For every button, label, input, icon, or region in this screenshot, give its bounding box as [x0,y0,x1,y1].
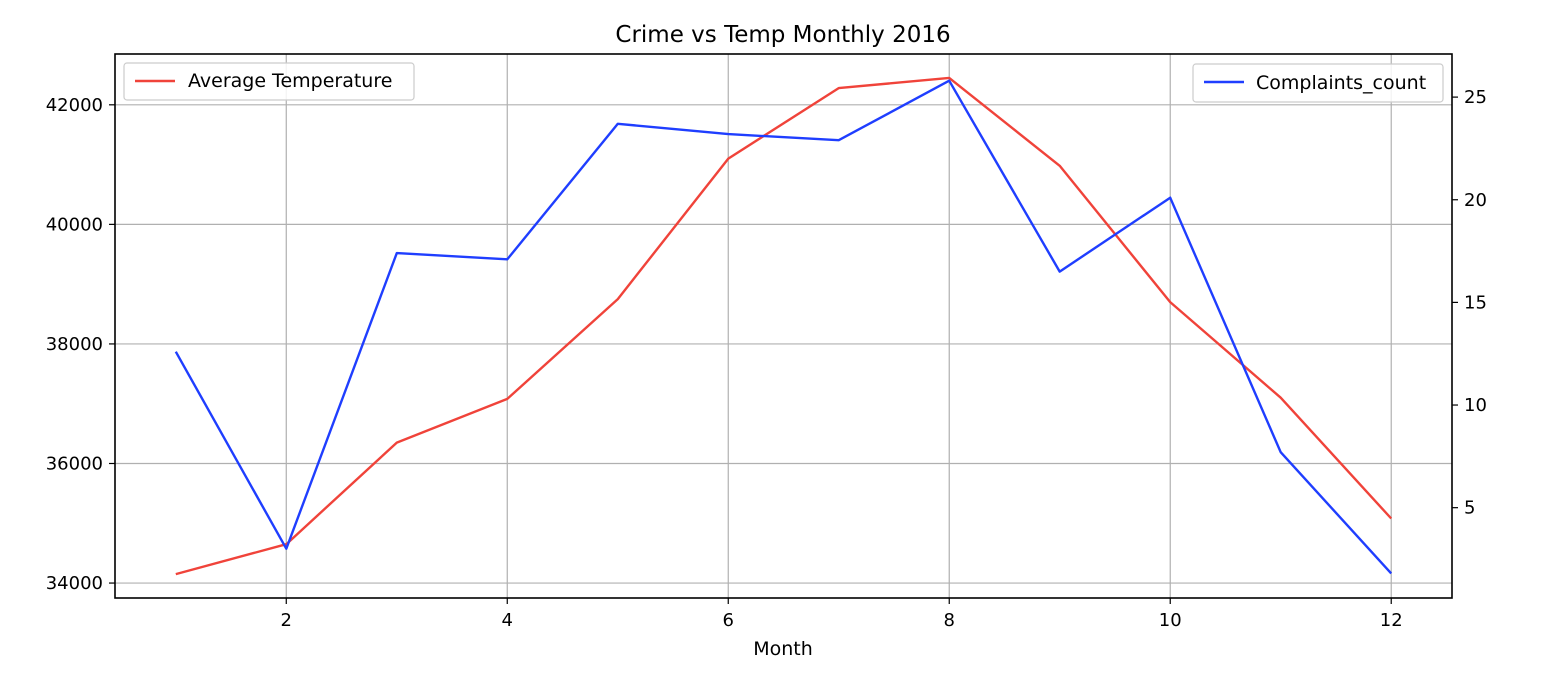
legend-box-right [1192,63,1444,103]
left-y-tick-label-40000: 40000 [46,214,103,235]
left-y-tick-label-38000: 38000 [46,334,103,355]
left-y-tick-label-34000: 34000 [46,573,103,594]
plot-frame [114,53,1453,599]
x-tick-label-2: 2 [281,610,292,631]
legend-box-left [123,62,415,101]
legend-label-average-temperature: Average Temperature [188,70,392,92]
right-y-tick-label-10: 10 [1464,395,1487,416]
right-y-tick-label-15: 15 [1464,292,1487,313]
x-tick-label-12: 12 [1380,610,1403,631]
legend-average-temperature: Average Temperature [123,62,415,101]
x-tick-label-6: 6 [723,610,734,631]
legend-complaints-count: Complaints_count [1192,63,1444,103]
x-tick-label-4: 4 [502,610,513,631]
chart-title: Crime vs Temp Monthly 2016 [615,22,950,48]
x-axis-label: Month [753,638,813,660]
grid-lines [115,54,1452,598]
right-y-tick-label-5: 5 [1464,498,1475,519]
left-y-tick-label-36000: 36000 [46,453,103,474]
x-tick-label-10: 10 [1159,610,1182,631]
axis-ticks: 2 4 6 8 10 12 34000 36000 38000 40000 42000 5 10 15 20… [46,87,1487,631]
legend-label-complaints-count: Complaints_count [1256,72,1426,94]
x-tick-label-8: 8 [944,610,955,631]
right-y-tick-label-20: 20 [1464,190,1487,211]
series-line-complaints-count [174,79,1393,575]
series-line-average-temperature [175,76,1393,576]
left-y-tick-label-42000: 42000 [46,95,103,116]
right-y-tick-label-25: 25 [1464,87,1487,108]
series-lines [174,76,1393,576]
